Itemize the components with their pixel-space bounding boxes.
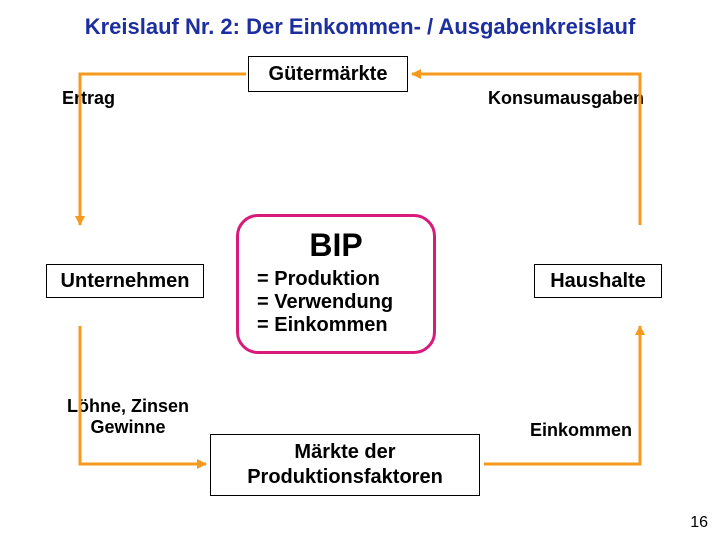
top-market-label: Gütermärkte xyxy=(269,63,388,86)
page-number: 16 xyxy=(690,514,708,532)
households-label: Haushalte xyxy=(550,270,646,293)
bottom-market-label: Märkte der Produktionsfaktoren xyxy=(247,440,443,490)
bip-line-1: = Produktion xyxy=(257,268,415,291)
label-loehne-l2: Gewinne xyxy=(58,417,198,438)
label-loehne-l1: Löhne, Zinsen xyxy=(58,396,198,417)
label-einkommen: Einkommen xyxy=(530,420,632,441)
firms-label: Unternehmen xyxy=(61,270,190,293)
label-konsumausgaben: Konsumausgaben xyxy=(488,88,644,109)
households-box: Haushalte xyxy=(534,264,662,298)
bip-box: BIP = Produktion = Verwendung = Einkomme… xyxy=(236,214,436,354)
arrow-bottom-left xyxy=(80,326,206,464)
bip-line-2: = Verwendung xyxy=(257,291,415,314)
bip-line-3: = Einkommen xyxy=(257,314,415,337)
arrow-bottom-right xyxy=(484,326,640,464)
firms-box: Unternehmen xyxy=(46,264,204,298)
label-ertrag: Ertrag xyxy=(62,88,115,109)
bip-title: BIP xyxy=(257,227,415,264)
label-loehne: Löhne, Zinsen Gewinne xyxy=(58,396,198,438)
page-title: Kreislauf Nr. 2: Der Einkommen- / Ausgab… xyxy=(0,14,720,40)
top-market-box: Gütermärkte xyxy=(248,56,408,92)
bottom-market-box: Märkte der Produktionsfaktoren xyxy=(210,434,480,496)
